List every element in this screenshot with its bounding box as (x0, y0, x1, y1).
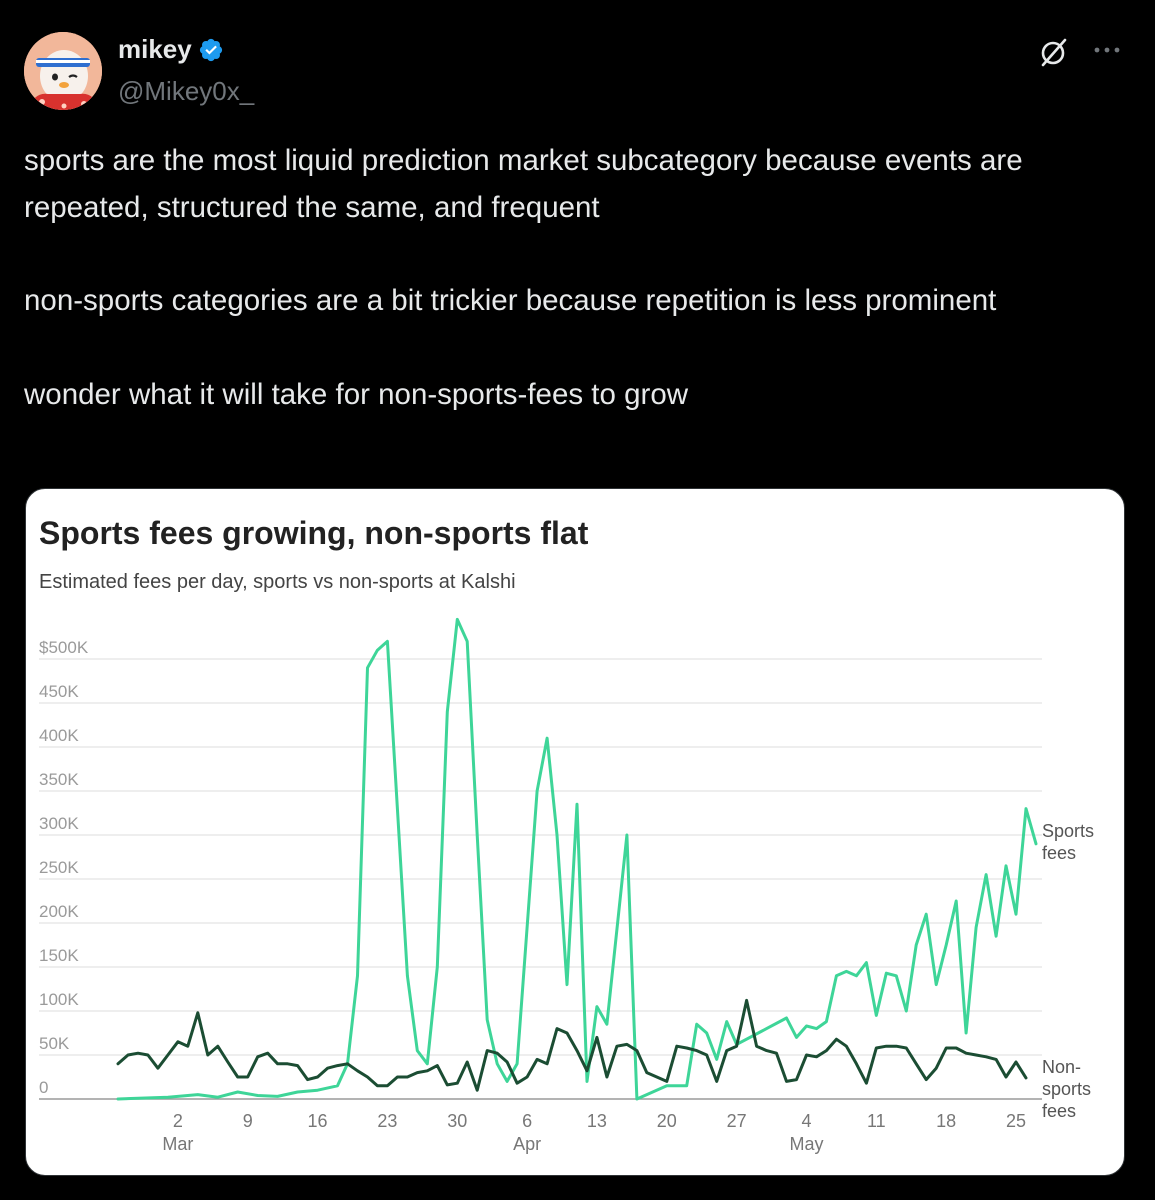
chart-svg: Sports fees growing, non-sports flat Est… (39, 515, 1094, 1154)
author-handle[interactable]: @Mikey0x_ (118, 76, 255, 106)
sports-fees-line (116, 617, 1038, 1101)
x-month-label: Apr (513, 1134, 541, 1154)
non-sports-fees-line (116, 998, 1028, 1092)
chart-series (116, 617, 1038, 1101)
y-tick-label: 250K (39, 858, 79, 877)
x-tick-label: 23 (377, 1111, 397, 1131)
author-row: mikey (118, 34, 224, 65)
sports-fees-label: fees (1042, 843, 1076, 863)
x-tick-label: 25 (1006, 1111, 1026, 1131)
chart-subtitle: Estimated fees per day, sports vs non-sp… (39, 571, 516, 593)
sports-fees-label: Sports (1042, 821, 1094, 841)
y-tick-label: 300K (39, 814, 79, 833)
x-tick-label: 27 (727, 1111, 747, 1131)
y-tick-label: 200K (39, 902, 79, 921)
tweet-text: sports are the most liquid prediction ma… (24, 144, 1023, 411)
y-tick-label: 100K (39, 990, 79, 1009)
y-tick-label: 450K (39, 682, 79, 701)
y-tick-label: 150K (39, 946, 79, 965)
y-tick-label: $500K (39, 638, 89, 657)
x-tick-label: 4 (801, 1111, 811, 1131)
chart-gridlines (39, 658, 1042, 1100)
non-sports-fees-label: Non- (1042, 1057, 1081, 1077)
chart-title: Sports fees growing, non-sports flat (39, 515, 589, 551)
non-sports-fees-label: fees (1042, 1101, 1076, 1121)
x-tick-label: 20 (657, 1111, 677, 1131)
x-tick-label: 16 (308, 1111, 328, 1131)
x-month-label: May (789, 1134, 823, 1154)
x-tick-label: 13 (587, 1111, 607, 1131)
y-tick-label: 50K (39, 1034, 70, 1053)
chart-image-card[interactable]: Sports fees growing, non-sports flat Est… (25, 488, 1125, 1176)
grok-icon[interactable] (1036, 34, 1072, 70)
non-sports-fees-label: sports (1042, 1079, 1091, 1099)
avatar[interactable] (24, 32, 102, 110)
x-axis-tick-labels: 2 Mar 9 16 23 30 6 Apr 13 20 27 4 May 11 18 25 (162, 1111, 1026, 1154)
y-axis-tick-labels: $500K 450K 400K 350K 300K 250K 200K 150K 100K 50K… (39, 638, 89, 1097)
author-name[interactable]: mikey (118, 34, 192, 64)
more-options-icon[interactable] (1090, 40, 1124, 60)
verified-badge-icon (199, 38, 222, 61)
x-tick-label: 9 (243, 1111, 253, 1131)
y-tick-label: 0 (39, 1078, 48, 1097)
x-tick-label: 11 (867, 1111, 886, 1131)
x-tick-label: 2 (173, 1111, 183, 1131)
x-tick-label: 18 (936, 1111, 956, 1131)
avatar-penguin-illustration (24, 32, 102, 110)
y-tick-label: 400K (39, 726, 79, 745)
x-month-label: Mar (162, 1134, 193, 1154)
x-tick-label: 30 (447, 1111, 467, 1131)
y-tick-label: 350K (39, 770, 79, 789)
x-tick-label: 6 (522, 1111, 532, 1131)
